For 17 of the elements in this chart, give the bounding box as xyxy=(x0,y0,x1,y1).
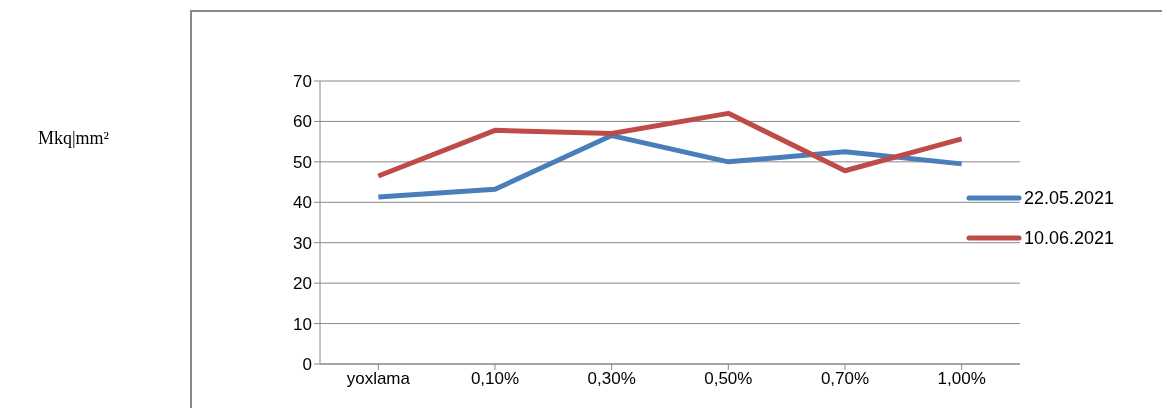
legend-label: 22.05.2021 xyxy=(1024,187,1115,209)
x-tick-label: 0,70% xyxy=(820,369,870,389)
x-tick-label: 1,00% xyxy=(937,369,986,389)
x-tick-label: 0,30% xyxy=(587,369,636,389)
x-tick-label: 0,50% xyxy=(704,369,753,389)
text: Mkq|mm² xyxy=(38,128,110,148)
x-tick-label: yoxlama xyxy=(346,369,411,389)
legend-label: 10.06.2021 xyxy=(1024,227,1115,249)
y-tick-label: 50 xyxy=(293,152,312,172)
y-tick-label: 0 xyxy=(302,355,312,375)
y-tick-label: 60 xyxy=(293,112,312,132)
y-tick-label: 30 xyxy=(293,233,312,253)
y-tick-label: 70 xyxy=(293,72,312,92)
y-tick-label: 10 xyxy=(293,314,312,334)
x-tick-label: 0,10% xyxy=(470,369,520,389)
y-tick-label: 20 xyxy=(293,274,312,294)
y-tick-label: 40 xyxy=(293,193,312,213)
